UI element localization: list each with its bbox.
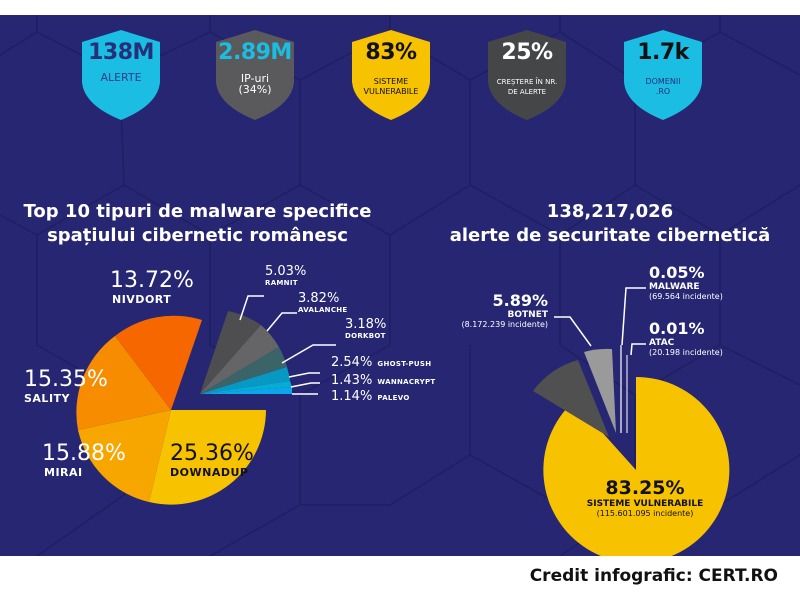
left-chart-title: Top 10 tipuri de malware specifice spați… <box>0 200 395 248</box>
incident-count: (8.172.239 incidente) <box>461 320 548 329</box>
title-line: Top 10 tipuri de malware specifice <box>23 201 372 222</box>
label-botnet: 5.89% BOTNET (8.172.239 incidente) <box>448 291 548 329</box>
stat-value: 83% <box>365 40 417 65</box>
stat-label: VULNERABILE <box>363 87 419 96</box>
incident-count: (20.198 incidente) <box>649 348 723 357</box>
pct: 0.01% <box>649 319 705 338</box>
name: MALWARE <box>649 282 700 292</box>
label-downadup: 25.36% DOWNADUP <box>170 441 254 479</box>
label-sality: 15.35% SALITY <box>24 367 108 405</box>
pct: 13.72% <box>110 268 194 293</box>
pct: 5.89% <box>492 291 548 310</box>
malware-pie-chart <box>76 295 336 505</box>
pct: 0.05% <box>649 263 705 282</box>
stat-label: IP-uri <box>240 72 270 85</box>
name: RAMNIT <box>265 279 298 287</box>
stat-value: 2.89M <box>218 40 292 65</box>
stat-label: CREȘTERE ÎN NR. <box>496 78 558 86</box>
name: MIRAI <box>44 466 83 479</box>
stat-label: DE ALERTE <box>507 88 547 96</box>
label-mirai: 15.88% MIRAI <box>42 441 126 479</box>
credit-text: Credit infografic: CERT.RO <box>529 566 778 586</box>
label-malware: 0.05% MALWARE (69.564 incidente) <box>649 263 723 301</box>
label-ghost-push: 2.54% GHOST-PUSH <box>331 351 431 370</box>
pct: 1.43% <box>331 373 373 388</box>
name: PALEVO <box>377 394 410 402</box>
stat-label: .RO <box>655 87 671 96</box>
stat-shield-domains: 1.7k DOMENII .RO <box>622 30 704 120</box>
name: GHOST-PUSH <box>377 360 432 368</box>
incident-count: (115.601.095 incidente) <box>596 509 694 518</box>
pct: 1.14% <box>331 389 373 404</box>
infographic-panel: 138M ALERTE 2.89M IP-uri (34%) 83% SISTE… <box>0 15 800 556</box>
name: ATAC <box>649 338 675 348</box>
stat-label: (34%) <box>238 83 272 96</box>
name: NIVDORT <box>112 293 172 306</box>
pct: 5.03% <box>265 264 307 279</box>
stat-value: 138M <box>88 40 154 65</box>
pct: 15.35% <box>24 367 108 392</box>
title-line: spațiului cibernetic românesc <box>47 225 348 246</box>
label-nivdort: 13.72% NIVDORT <box>110 268 194 306</box>
name: WANNACRYPT <box>377 378 436 386</box>
pct: 3.82% <box>298 291 340 306</box>
name: AVALANCHE <box>298 306 348 314</box>
label-atac: 0.01% ATAC (20.198 incidente) <box>649 319 723 357</box>
stat-shield-growth: 25% CREȘTERE ÎN NR. DE ALERTE <box>486 30 568 120</box>
label-wannacrypt: 1.43% WANNACRYPT <box>331 369 435 388</box>
stat-value: 25% <box>501 40 553 65</box>
pct: 3.18% <box>345 317 387 332</box>
stat-shield-ips: 2.89M IP-uri (34%) <box>214 30 296 120</box>
stat-label: ALERTE <box>100 71 142 84</box>
label-sisteme-vulnerabile: 83.25% SISTEME VULNERABILE (115.601.095 … <box>560 477 730 518</box>
name: SISTEME VULNERABILE <box>586 499 704 509</box>
label-avalanche: 3.82% AVALANCHE <box>298 291 348 314</box>
label-dorkbot: 3.18% DORKBOT <box>345 317 386 340</box>
alerts-pie-chart <box>533 287 730 556</box>
name: DORKBOT <box>345 332 386 340</box>
incident-count: (69.564 incidente) <box>649 292 723 301</box>
pct: 25.36% <box>170 441 254 466</box>
name: SALITY <box>24 392 71 405</box>
stat-value: 1.7k <box>637 40 689 65</box>
name: BOTNET <box>507 310 548 320</box>
pct: 83.25% <box>605 477 685 499</box>
label-palevo: 1.14% PALEVO <box>331 385 410 404</box>
stat-label: DOMENII <box>645 77 681 86</box>
stat-shield-alerts: 138M ALERTE <box>80 30 162 120</box>
pct: 15.88% <box>42 441 126 466</box>
pct: 2.54% <box>331 355 373 370</box>
stat-label: SISTEME <box>373 77 409 86</box>
right-chart-title: 138,217,026 alerte de securitate ciberne… <box>420 200 800 248</box>
stat-shield-vulnerable: 83% SISTEME VULNERABILE <box>350 30 432 120</box>
name: DOWNADUP <box>170 466 249 479</box>
title-line: alerte de securitate cibernetică <box>449 225 771 246</box>
label-ramnit: 5.03% RAMNIT <box>265 264 306 287</box>
title-line: 138,217,026 <box>546 201 674 222</box>
